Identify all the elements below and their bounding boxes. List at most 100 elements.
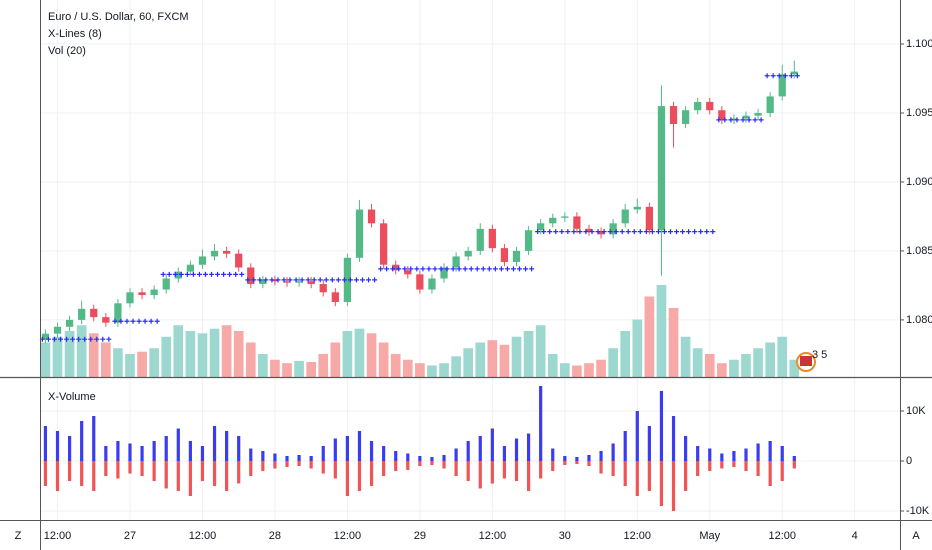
x-line-marker xyxy=(655,229,667,235)
volume-bar xyxy=(76,325,87,377)
volume-bar xyxy=(732,451,736,461)
candle-body xyxy=(114,303,122,323)
volume-bar xyxy=(599,461,603,474)
candle-body xyxy=(428,278,436,290)
x-line-marker xyxy=(486,266,498,272)
volume-bar xyxy=(475,342,486,377)
y-tick-label: 1.10000 xyxy=(906,38,932,50)
x-line-marker xyxy=(124,318,136,324)
x-line-marker xyxy=(329,277,341,283)
volume-bar xyxy=(67,436,72,461)
volume-bar xyxy=(623,461,627,486)
x-line-marker xyxy=(583,229,595,235)
volume-bar xyxy=(152,441,156,461)
candle-body xyxy=(41,333,50,340)
volume-bar xyxy=(67,461,72,481)
volume-bar xyxy=(394,461,398,471)
candle-body xyxy=(222,250,231,254)
candle-body xyxy=(150,289,158,296)
volume-bar xyxy=(318,354,329,377)
x-line-marker xyxy=(64,336,76,342)
candle-body xyxy=(210,250,219,257)
volume-bar xyxy=(369,441,374,461)
indicator-label: Vol (20) xyxy=(48,45,86,57)
volume-bar xyxy=(704,354,715,377)
volume-bar xyxy=(720,461,724,469)
x-line-marker xyxy=(692,229,704,235)
candle-body xyxy=(416,274,424,290)
volume-bar xyxy=(696,461,700,476)
x-line-marker xyxy=(353,277,365,283)
volume-bar xyxy=(366,333,377,377)
candle-body xyxy=(706,101,714,111)
volume-bar xyxy=(233,331,244,377)
volume-bar xyxy=(55,431,60,461)
x-line-marker xyxy=(257,277,269,283)
x-line-marker xyxy=(269,277,281,283)
volume-bar xyxy=(487,340,498,377)
x-line-marker xyxy=(607,229,619,235)
volume-bar xyxy=(321,446,325,461)
volume-bar xyxy=(104,461,108,476)
volume-bar xyxy=(382,446,386,461)
volume-bar xyxy=(647,426,651,461)
x-line-marker xyxy=(148,318,160,324)
candle-body xyxy=(259,279,267,285)
volume-bar xyxy=(249,461,253,476)
volume-bar xyxy=(659,461,664,506)
volume-bar xyxy=(502,446,507,461)
volume-bar xyxy=(382,461,386,476)
x-tick-label: 4 xyxy=(852,530,858,542)
volume-bar xyxy=(620,331,631,377)
volume-bar xyxy=(297,461,301,466)
candle-body xyxy=(742,115,750,119)
volume-bar xyxy=(402,359,413,377)
x-tick-label: 12:00 xyxy=(768,530,796,542)
x-line-marker xyxy=(293,277,305,283)
candle-body xyxy=(537,223,545,231)
volume-bar xyxy=(221,325,232,377)
volume-bar xyxy=(188,441,192,461)
volume-bar xyxy=(345,436,350,461)
volume-bar xyxy=(173,325,184,377)
volume-bar xyxy=(439,363,449,377)
volume-bar xyxy=(765,342,775,377)
volume-bar xyxy=(100,342,111,377)
x-line-marker xyxy=(716,117,728,123)
volume-bar xyxy=(345,461,350,496)
volume-bar xyxy=(92,416,96,461)
volume-bar xyxy=(137,351,147,377)
volume-bar xyxy=(526,461,531,491)
volume-bar xyxy=(478,461,482,489)
candle-body xyxy=(53,326,62,334)
volume-bar xyxy=(792,456,796,461)
volume-bar xyxy=(535,325,546,377)
volume-bar xyxy=(55,461,60,491)
x-line-marker xyxy=(776,73,788,79)
volume-bar xyxy=(708,448,712,461)
x-line-marker xyxy=(76,336,88,342)
x-line-marker xyxy=(728,117,740,123)
candle-body xyxy=(138,292,146,296)
volume-bar xyxy=(427,365,437,377)
x-line-marker xyxy=(184,271,196,277)
volume-bar xyxy=(80,461,84,486)
x-line-marker xyxy=(788,73,800,79)
volume-bar xyxy=(149,348,159,377)
x-tick-label: May xyxy=(699,530,720,542)
y-tick-label: 0 xyxy=(906,455,912,467)
x-line-marker xyxy=(619,229,631,235)
volume-bar xyxy=(744,461,748,471)
auto-scale-button[interactable]: A xyxy=(912,530,920,542)
volume-bar xyxy=(176,461,180,491)
volume-bar xyxy=(551,448,555,461)
zoom-button[interactable]: Z xyxy=(15,530,22,542)
candle-body xyxy=(512,250,521,262)
candle-body xyxy=(585,228,593,232)
x-line-marker xyxy=(740,117,752,123)
event-badge[interactable]: 3 5 xyxy=(812,349,827,361)
candle-body xyxy=(561,216,569,218)
volume-bar xyxy=(104,446,108,461)
volume-bar xyxy=(116,461,120,479)
candle-body xyxy=(681,110,690,125)
